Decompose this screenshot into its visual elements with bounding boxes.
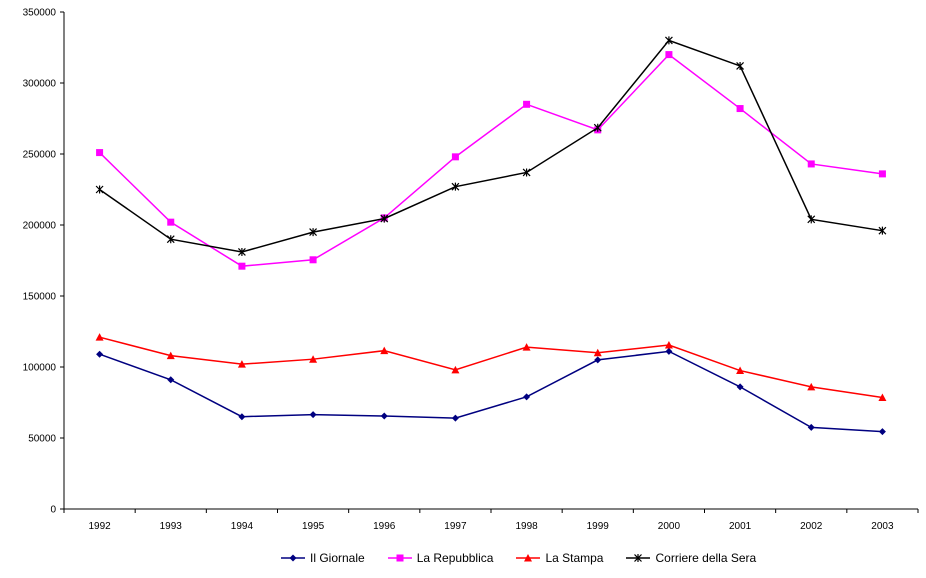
data-point-corriere-della-sera: [736, 61, 745, 70]
legend-swatch-la-stampa: [516, 554, 541, 562]
data-point-il-giornale: [380, 412, 388, 420]
data-point-il-giornale: [167, 376, 175, 384]
data-point-il-giornale: [665, 347, 673, 355]
legend-swatch-corriere-della-sera: [626, 554, 651, 562]
legend-item-corriere-della-sera: Corriere della Sera: [625, 551, 756, 565]
series-layer: [95, 36, 887, 436]
data-point-la-repubblica: [309, 256, 317, 264]
data-point-corriere-della-sera: [237, 247, 246, 256]
x-tick-label: 2002: [800, 521, 823, 532]
data-point-la-stampa: [237, 360, 246, 368]
data-point-la-stampa: [522, 343, 531, 351]
data-point-corriere-della-sera: [380, 214, 389, 223]
legend-item-la-stampa: La Stampa: [515, 551, 603, 565]
data-point-corriere-della-sera: [878, 226, 887, 235]
data-point-la-repubblica: [523, 100, 531, 108]
x-tick-label: 1993: [160, 521, 183, 532]
series-line-il-giornale: [99, 350, 883, 433]
data-point-la-stampa: [807, 382, 816, 391]
legend-swatch-il-giornale: [281, 554, 305, 562]
x-tick-label: 2000: [658, 521, 681, 532]
x-tick-label: 1994: [231, 521, 254, 532]
legend-swatch-marker: [396, 554, 404, 562]
y-tick-label: 200000: [23, 221, 57, 232]
data-point-la-repubblica: [238, 262, 246, 270]
data-point-il-giornale: [523, 393, 531, 401]
y-tick-label: 50000: [28, 434, 56, 445]
data-point-corriere-della-sera: [593, 123, 602, 132]
series-la-stampa: [95, 333, 887, 402]
data-point-la-stampa: [166, 351, 175, 360]
data-point-corriere-della-sera: [451, 182, 460, 191]
y-tick-label: 100000: [23, 363, 57, 374]
legend-swatch-marker: [289, 554, 297, 562]
data-point-il-giornale: [238, 413, 246, 421]
legend-swatch-marker: [634, 554, 643, 562]
data-point-la-stampa: [380, 346, 389, 355]
data-point-corriere-della-sera: [664, 36, 673, 45]
data-point-la-stampa: [451, 365, 460, 374]
x-tick-label: 1995: [302, 521, 325, 532]
x-tick-label: 1999: [587, 521, 610, 532]
chart-legend: Il Giornale La Repubblica La Stampa Corrier…: [280, 551, 756, 565]
data-point-corriere-della-sera: [309, 228, 318, 237]
series-line-la-repubblica: [99, 53, 883, 267]
data-point-la-repubblica: [451, 153, 459, 161]
data-point-corriere-della-sera: [95, 185, 104, 194]
data-point-corriere-della-sera: [166, 235, 175, 244]
series-corriere-della-sera: [95, 36, 887, 256]
data-point-la-stampa: [95, 333, 104, 341]
y-tick-label: 300000: [23, 79, 57, 90]
legend-label: La Repubblica: [416, 551, 494, 565]
y-tick-label: 150000: [23, 292, 57, 303]
data-point-il-giornale: [807, 423, 815, 431]
x-tick-label: 1996: [373, 521, 396, 532]
legend-label: Il Giornale: [310, 551, 365, 565]
legend-swatch-la-repubblica: [387, 554, 412, 562]
y-tick-label: 350000: [23, 8, 57, 19]
series-line-la-stampa: [99, 336, 883, 399]
data-point-la-stampa: [736, 366, 745, 375]
legend-item-il-giornale: Il Giornale: [280, 551, 365, 565]
series-il-giornale: [96, 347, 886, 436]
data-point-il-giornale: [878, 428, 886, 436]
y-tick-label: 250000: [23, 150, 57, 161]
data-point-la-repubblica: [665, 51, 673, 59]
x-tick-label: 2003: [871, 521, 894, 532]
x-tick-label: 2001: [729, 521, 752, 532]
data-point-la-repubblica: [96, 149, 104, 157]
x-tick-label: 1998: [515, 521, 538, 532]
data-point-la-stampa: [664, 340, 673, 349]
series-la-repubblica: [96, 51, 886, 270]
data-point-la-stampa: [309, 355, 318, 363]
data-point-la-repubblica: [807, 160, 815, 168]
legend-label: La Stampa: [545, 551, 604, 565]
data-point-la-repubblica: [167, 218, 175, 226]
data-point-il-giornale: [594, 356, 602, 364]
data-point-il-giornale: [309, 411, 317, 419]
x-tick-label: 1992: [88, 521, 111, 532]
x-tick-label: 1997: [444, 521, 467, 532]
data-point-il-giornale: [736, 383, 744, 391]
data-point-la-repubblica: [736, 105, 744, 113]
y-tick-label: 0: [50, 505, 56, 516]
data-point-la-stampa: [593, 348, 602, 357]
chart-axes: 0 50000 100000 150000 200000 250000 300000 3500…: [23, 8, 919, 532]
data-point-la-repubblica: [878, 170, 886, 178]
data-point-corriere-della-sera: [522, 168, 531, 177]
data-point-il-giornale: [96, 350, 104, 358]
legend-label: Corriere della Sera: [655, 551, 757, 565]
legend-item-la-repubblica: La Repubblica: [387, 551, 494, 565]
data-point-la-stampa: [878, 393, 887, 402]
series-line-corriere-della-sera: [99, 39, 883, 253]
data-point-corriere-della-sera: [807, 215, 816, 224]
legend-swatch-marker: [524, 554, 533, 562]
data-point-il-giornale: [451, 414, 459, 422]
